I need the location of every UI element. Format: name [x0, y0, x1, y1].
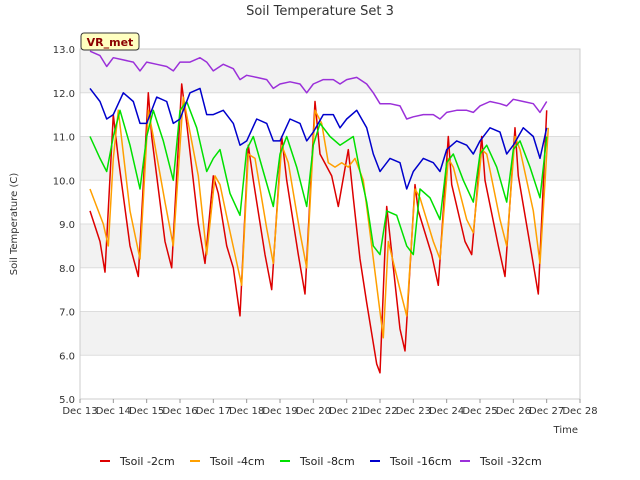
x-tick-label: Dec 14 [96, 406, 131, 417]
chart-title: Soil Temperature Set 3 [246, 4, 394, 19]
x-tick-label: Dec 28 [562, 406, 597, 417]
legend-label: Tsoil -16cm [389, 455, 452, 468]
y-tick-label: 7.0 [59, 308, 75, 319]
x-tick-label: Dec 19 [262, 406, 297, 417]
y-tick-label: 9.0 [59, 220, 75, 231]
plot-frame [79, 48, 581, 400]
x-tick-label: Dec 16 [162, 406, 197, 417]
y-tick-label: 12.0 [53, 89, 75, 100]
x-tick-label: Dec 23 [396, 406, 431, 417]
x-tick-label: Dec 25 [462, 406, 497, 417]
badge: VR_met [80, 32, 140, 51]
x-tick-label: Dec 18 [229, 406, 264, 417]
series-line-1 [89, 83, 548, 374]
x-tick-label: Dec 15 [129, 406, 164, 417]
x-axis-label: Time [553, 425, 578, 436]
x-tick-label: Dec 13 [62, 406, 97, 417]
series-line-2 [89, 96, 550, 339]
x-tick-label: Dec 24 [429, 406, 464, 417]
y-tick-label: 8.0 [59, 264, 75, 275]
series-line-5 [89, 50, 548, 120]
y-tick-label: 6.0 [59, 351, 75, 362]
y-axis-ticks: 5.0 6.0 7.0 8.0 9.0 10.0 11.0 12.0 13.0 [53, 45, 75, 406]
x-tick-label: Dec 20 [296, 406, 331, 417]
series-lines [89, 50, 550, 374]
plot-band [80, 224, 580, 268]
legend-label: Tsoil -32cm [479, 455, 542, 468]
y-tick-label: 5.0 [59, 395, 75, 406]
legend: Tsoil -2cm Tsoil -4cm Tsoil -8cm Tsoil -16c… [100, 455, 542, 468]
plot-bands [80, 49, 580, 356]
x-tick-label: Dec 21 [329, 406, 364, 417]
plot-band [80, 49, 580, 93]
legend-label: Tsoil -4cm [209, 455, 265, 468]
x-tick-label: Dec 27 [529, 406, 564, 417]
y-tick-label: 10.0 [53, 176, 75, 187]
series-line-3 [89, 100, 548, 256]
legend-label: Tsoil -2cm [119, 455, 175, 468]
y-axis-label: Soil Temperature (C) [9, 173, 20, 276]
series-line-4 [89, 87, 548, 190]
x-tick-label: Dec 26 [496, 406, 531, 417]
y-tick-label: 13.0 [53, 45, 75, 56]
plot-band [80, 311, 580, 356]
legend-label: Tsoil -8cm [299, 455, 355, 468]
badge-label: VR_met [87, 36, 134, 49]
x-tick-label: Dec 22 [362, 406, 397, 417]
x-tick-label: Dec 17 [196, 406, 231, 417]
y-tick-label: 11.0 [53, 133, 75, 144]
